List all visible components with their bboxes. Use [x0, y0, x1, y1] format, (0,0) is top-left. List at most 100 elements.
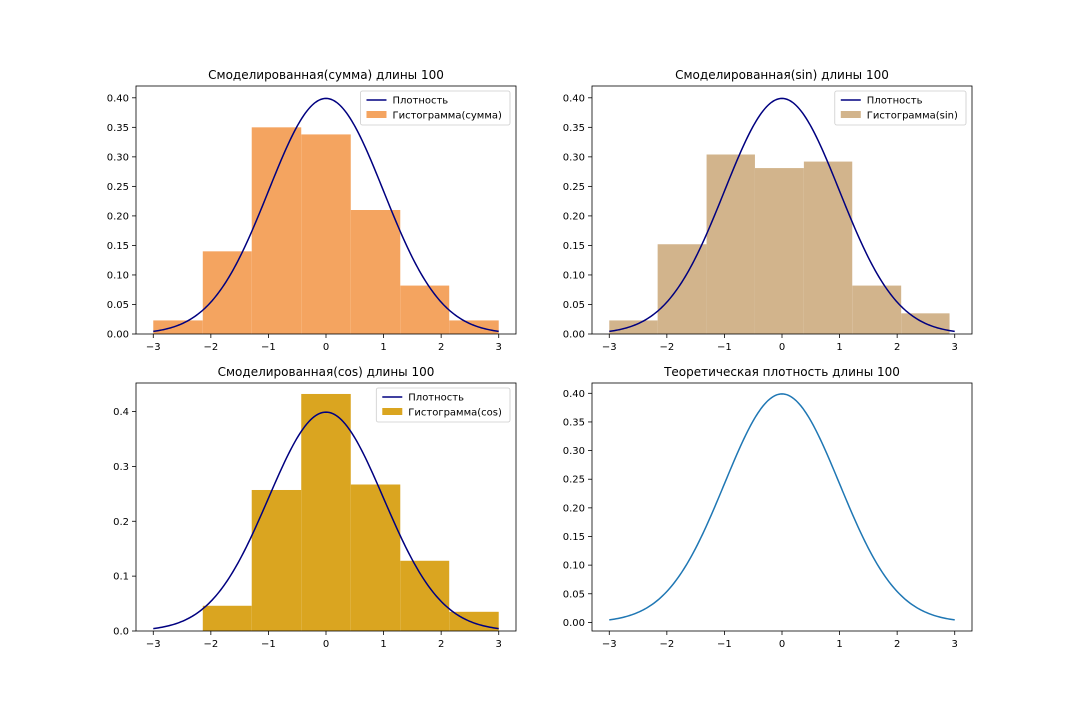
histogram-bar — [449, 320, 499, 334]
y-tick-label: 0.15 — [563, 532, 585, 543]
x-tick-label: 1 — [836, 342, 842, 353]
legend: Плотность Гистограмма(сумма) — [360, 90, 511, 126]
histogram-bar — [153, 320, 203, 334]
chart-title: Смоделированная(сумма) длины 100 — [208, 68, 444, 82]
x-tick-label: −1 — [717, 639, 732, 650]
histogram-bars — [202, 393, 499, 631]
x-tick-label: −2 — [203, 342, 218, 353]
legend-bar-swatch — [366, 111, 387, 118]
histogram-bar — [400, 560, 450, 631]
legend-label-density: Плотность — [392, 96, 448, 107]
y-tick-label: 0.20 — [107, 211, 129, 222]
y-tick-label: 0.40 — [563, 93, 585, 104]
density-line — [609, 393, 955, 621]
y-tick-label: 0.10 — [107, 270, 129, 281]
y-tick-label: 0.2 — [113, 517, 129, 528]
y-tick-label: 0.05 — [107, 300, 129, 311]
y-tick-label: 0.20 — [563, 503, 585, 514]
legend-label-histogram: Гистограмма(сумма) — [392, 111, 502, 122]
legend-box — [375, 387, 511, 423]
histogram-bars — [609, 154, 950, 334]
y-tick-label: 0.40 — [107, 93, 129, 104]
y-tick-label: 0.00 — [563, 330, 585, 341]
density-line — [153, 97, 499, 333]
x-tick-label: 1 — [380, 342, 386, 353]
chart-title: Смоделированная(sin) длины 100 — [675, 68, 889, 82]
x-tick-label: 0 — [323, 342, 329, 353]
x-tick-label: 1 — [836, 639, 842, 650]
x-tick-label: 3 — [952, 639, 958, 650]
histogram-bar — [202, 605, 252, 631]
y-tick-label: 0.3 — [113, 462, 129, 473]
legend-box — [834, 90, 967, 126]
histogram-bar — [803, 161, 853, 334]
legend-box — [360, 90, 511, 126]
x-tick-label: 1 — [380, 639, 386, 650]
histogram-bar — [301, 134, 351, 334]
y-tick-label: 0.30 — [563, 446, 585, 457]
x-tick-label: 3 — [496, 639, 502, 650]
y-tick-label: 0.35 — [107, 123, 129, 134]
y-tick-label: 0.15 — [563, 241, 585, 252]
legend-bar-swatch — [840, 111, 861, 118]
chart-title: Теоретическая плотность длины 100 — [663, 365, 900, 379]
y-axis: 0.00 0.05 0.10 0.15 0.20 0.25 0.30 0.35 0.40 — [563, 389, 592, 629]
histogram-bar — [657, 244, 707, 334]
histogram-bar — [251, 489, 302, 631]
y-tick-label: 0.10 — [563, 561, 585, 572]
x-tick-label: 2 — [438, 639, 444, 650]
y-tick-label: 0.10 — [563, 270, 585, 281]
histogram-bar — [350, 484, 401, 631]
density-line — [609, 97, 955, 333]
histogram-bar — [301, 393, 351, 631]
histogram-bar — [706, 154, 755, 334]
legend-label-density: Плотность — [408, 393, 464, 404]
y-tick-label: 0.25 — [563, 475, 585, 486]
x-tick-label: 2 — [894, 639, 900, 650]
histogram-bar — [754, 168, 804, 334]
x-tick-label: 3 — [496, 342, 502, 353]
x-tick-label: −1 — [261, 639, 276, 650]
x-tick-label: 0 — [779, 639, 785, 650]
subplot-2: −3 −2 −1 0 1 2 30.000.050.100.150.200.250.300.… — [563, 68, 973, 353]
histogram-bar — [202, 251, 252, 334]
subplot-1: −3 −2 −1 0 1 2 30.000.050.100.150.200.250.300.… — [107, 68, 517, 353]
subplot-4: −3 −2 −1 0 1 2 30.000.050.100.150.200.250.300.… — [563, 365, 973, 650]
y-tick-label: 0.20 — [563, 211, 585, 222]
histogram-bar — [350, 210, 401, 334]
x-tick-label: −2 — [203, 639, 218, 650]
y-tick-label: 0.25 — [107, 182, 129, 193]
histogram-bars — [153, 127, 499, 334]
x-tick-label: 2 — [894, 342, 900, 353]
chart-title: Смоделированная(cos) длины 100 — [218, 365, 435, 379]
legend-label-histogram: Гистограмма(sin) — [867, 111, 958, 122]
y-tick-label: 0.1 — [113, 572, 129, 583]
y-tick-label: 0.4 — [113, 407, 129, 418]
x-tick-label: −1 — [717, 342, 732, 353]
x-tick-label: −2 — [659, 342, 674, 353]
x-axis: −3 −2 −1 0 1 2 3 — [602, 631, 958, 650]
y-axis: 0.0 0.1 0.2 0.3 0.4 — [113, 407, 136, 638]
y-axis: 0.00 0.05 0.10 0.15 0.20 0.25 0.30 0.35 0.40 — [107, 93, 136, 341]
y-tick-label: 0.35 — [563, 123, 585, 134]
histogram-bar — [852, 285, 902, 334]
legend-bar-swatch — [382, 408, 403, 415]
y-tick-label: 0.30 — [563, 152, 585, 163]
y-tick-label: 0.0 — [113, 627, 129, 638]
x-tick-label: −3 — [602, 639, 617, 650]
x-tick-label: −3 — [602, 342, 617, 353]
subplot-3: −3 −2 −1 0 1 2 3 0.0 0.1 0.2 0.3 0.4 Смоделированная… — [113, 365, 517, 650]
x-tick-label: 0 — [323, 639, 329, 650]
x-tick-label: −2 — [659, 639, 674, 650]
y-tick-label: 0.15 — [107, 241, 129, 252]
density-line — [153, 411, 499, 630]
y-axis: 0.00 0.05 0.10 0.15 0.20 0.25 0.30 0.35 0.40 — [563, 93, 592, 341]
y-tick-label: 0.25 — [563, 182, 585, 193]
histogram-bar — [609, 320, 658, 334]
x-tick-label: 2 — [438, 342, 444, 353]
x-axis: −3 −2 −1 0 1 2 3 — [146, 334, 502, 353]
x-tick-label: 3 — [952, 342, 958, 353]
x-tick-label: −3 — [146, 342, 161, 353]
y-tick-label: 0.00 — [107, 330, 129, 341]
